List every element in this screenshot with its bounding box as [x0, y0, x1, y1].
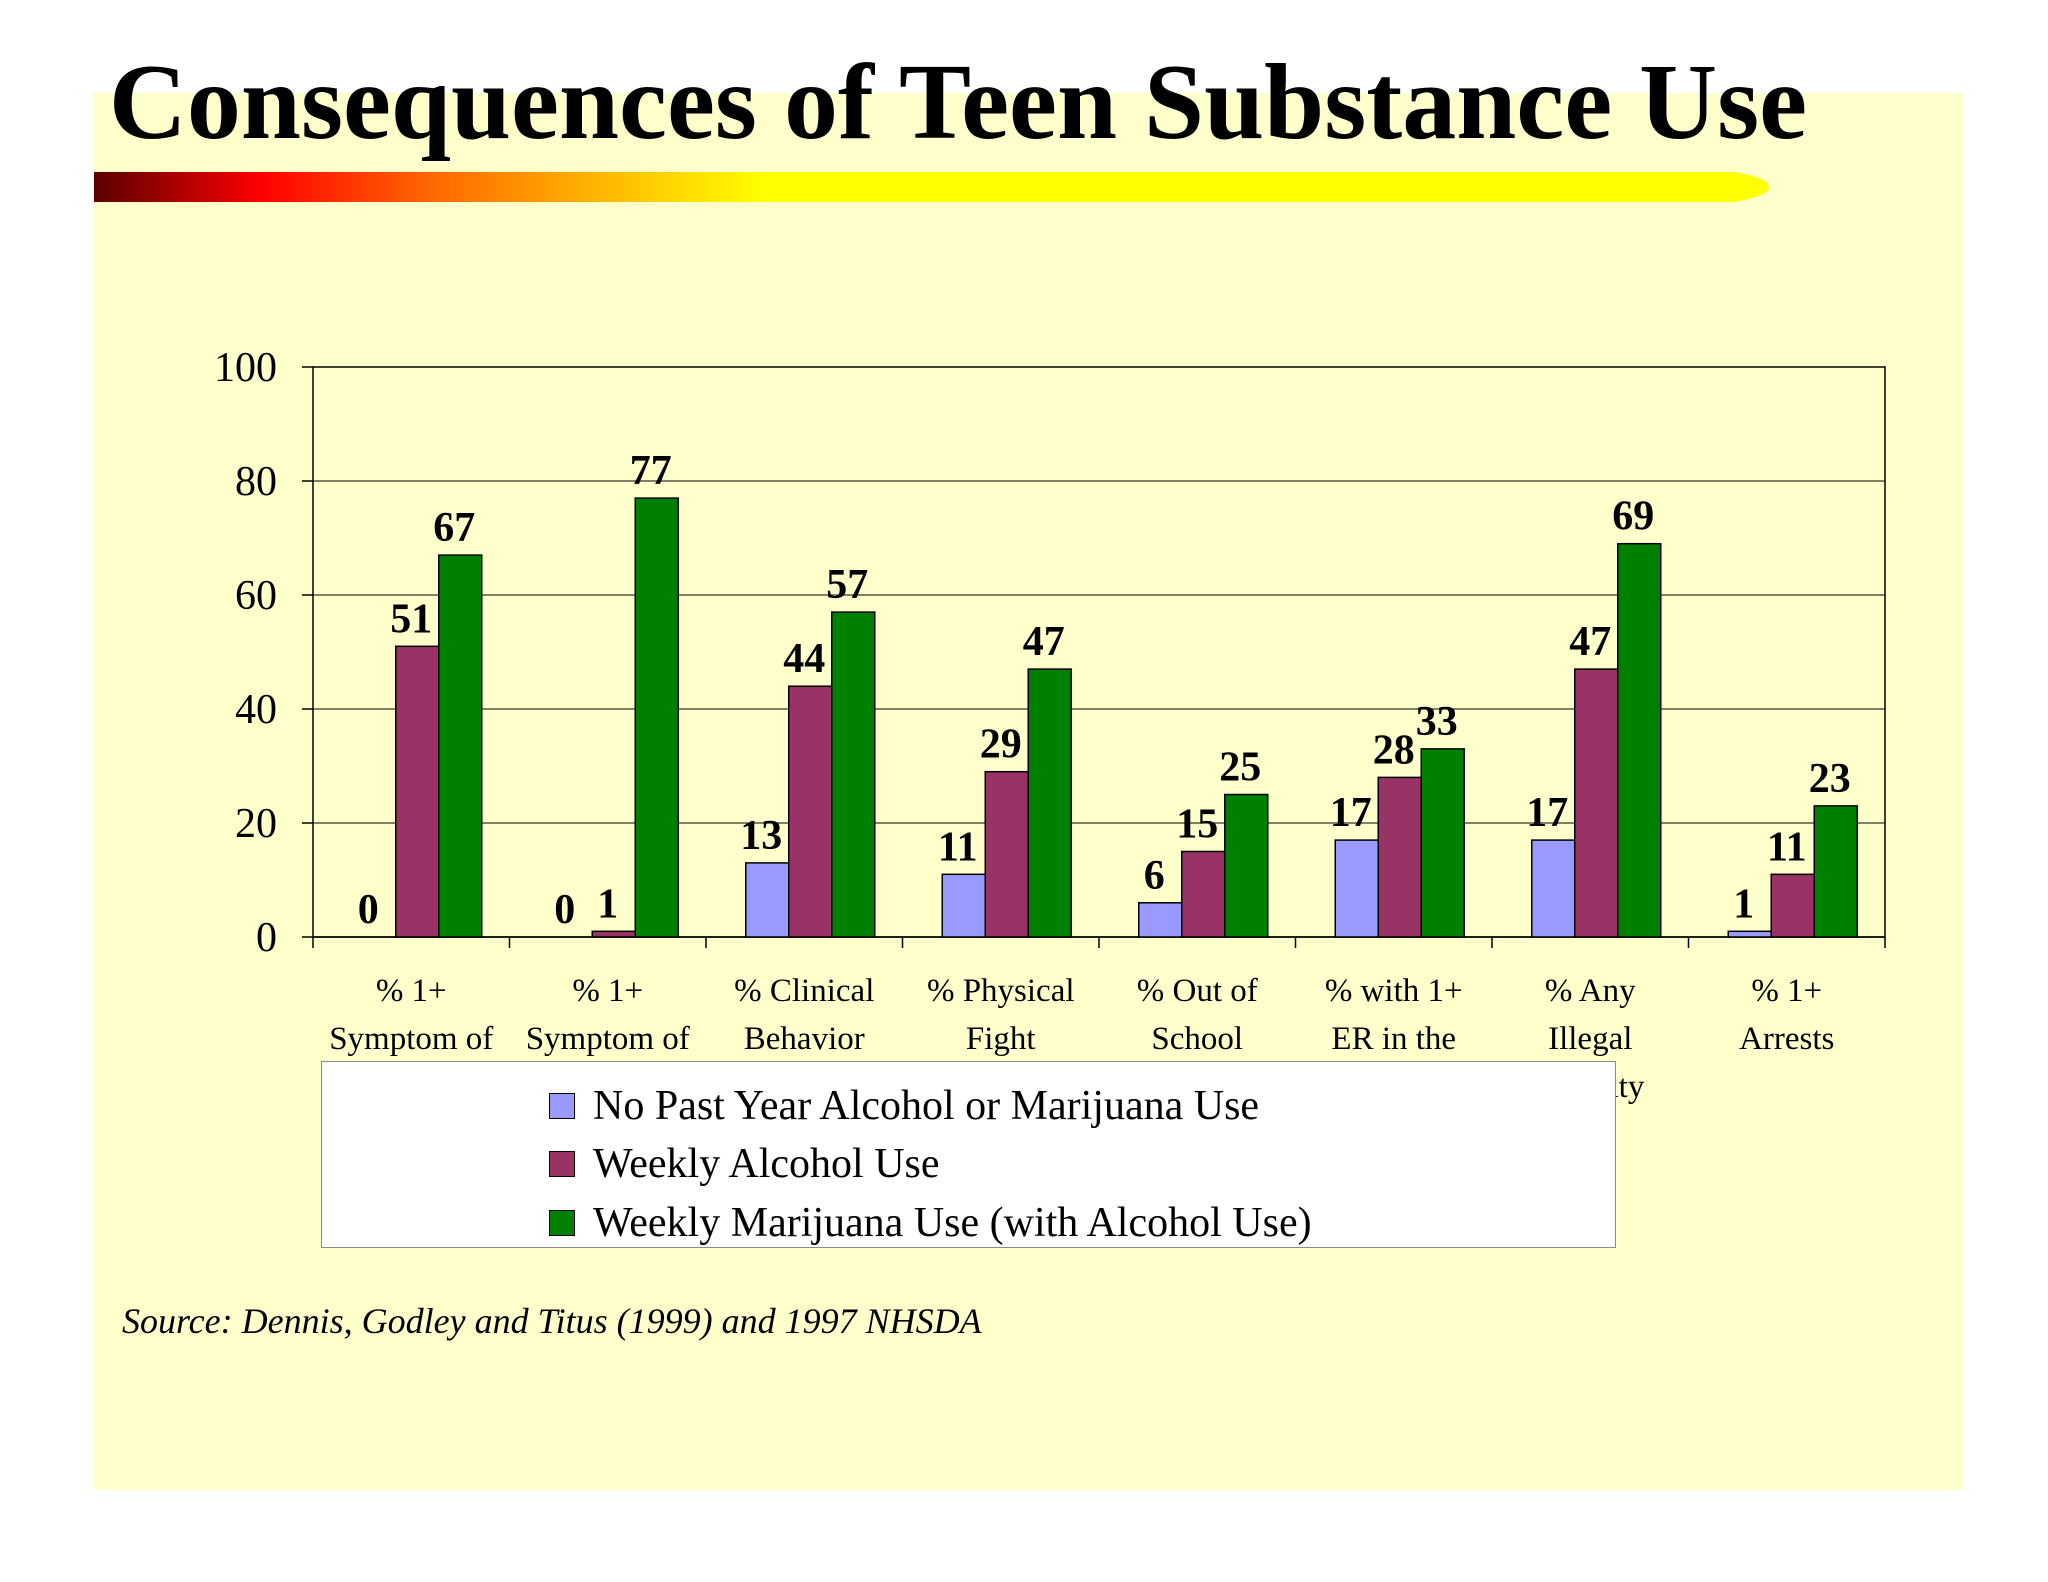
data-label-series-2: 47 — [1569, 619, 1611, 665]
data-label-series-3: 57 — [826, 562, 868, 608]
bar-series-2 — [984, 770, 1029, 938]
bar-series-3 — [438, 554, 483, 938]
legend-swatch-series-1 — [549, 1093, 575, 1119]
data-label-series-1: 6 — [1144, 853, 1165, 899]
data-label-series-1: 17 — [1330, 790, 1372, 836]
bar-series-2 — [788, 685, 833, 938]
title-underline-bar — [94, 172, 1769, 202]
legend-item-series-1: No Past Year Alcohol or Marijuana Use — [549, 1078, 1259, 1134]
legend-swatch-series-2 — [549, 1151, 575, 1177]
chart-legend: No Past Year Alcohol or Marijuana Use We… — [321, 1061, 1616, 1248]
legend-item-series-2: Weekly Alcohol Use — [549, 1136, 940, 1192]
x-category-label-line: % 1+ — [572, 973, 644, 1009]
bar-series-3 — [1224, 793, 1269, 938]
x-category-label-line: Symptom of — [525, 1021, 690, 1057]
data-label-series-1: 13 — [740, 813, 782, 859]
x-category-label-line: Fight — [965, 1021, 1036, 1057]
x-category-label-line: % Out of — [1136, 973, 1258, 1009]
legend-label-series-1: No Past Year Alcohol or Marijuana Use — [593, 1083, 1260, 1129]
y-tick-label: 80 — [235, 459, 277, 505]
data-label-series-1: 11 — [938, 824, 978, 870]
y-tick-label: 60 — [235, 573, 277, 619]
x-category-label-line: % Physical — [926, 973, 1075, 1009]
y-tick-label: 40 — [235, 687, 277, 733]
data-label-series-3: 77 — [630, 448, 672, 494]
legend-swatch-series-3 — [549, 1210, 575, 1236]
legend-item-series-3: Weekly Marijuana Use (with Alcohol Use) — [549, 1195, 1312, 1251]
bar-series-3 — [1617, 542, 1662, 938]
bar-series-2 — [1181, 850, 1226, 938]
bar-series-2 — [1770, 873, 1815, 938]
x-category-label-line: % with 1+ — [1324, 973, 1463, 1009]
bar-series-2 — [591, 930, 636, 938]
data-label-series-2: 29 — [980, 722, 1022, 768]
x-category-label-line: Arrests — [1739, 1021, 1835, 1057]
x-category-label-line: % 1+ — [1751, 973, 1823, 1009]
data-label-series-3: 33 — [1416, 699, 1458, 745]
bar-series-3 — [1027, 668, 1072, 938]
x-category-label-line: % 1+ — [375, 973, 447, 1009]
bar-series-2 — [1574, 668, 1619, 938]
bar-series-3 — [1420, 748, 1465, 938]
legend-label-series-2: Weekly Alcohol Use — [593, 1141, 940, 1187]
data-label-series-3: 69 — [1612, 494, 1654, 540]
data-label-series-2: 51 — [390, 596, 432, 642]
bar-series-2 — [1377, 776, 1422, 938]
data-label-series-1: 0 — [358, 887, 379, 933]
x-category-label-line: % Clinical — [734, 973, 875, 1009]
data-label-series-2: 44 — [783, 636, 825, 682]
y-tick-label: 0 — [256, 915, 277, 961]
x-category-label: % Physical Fight — [906, 967, 1096, 1063]
data-label-series-2: 11 — [1767, 824, 1807, 870]
data-label-series-2: 28 — [1373, 727, 1415, 773]
x-category-label-line: % Any — [1544, 973, 1636, 1009]
bar-series-1 — [941, 873, 986, 938]
bar-series-1 — [1138, 902, 1183, 938]
page-title: Consequences of Teen Substance Use — [108, 43, 1808, 162]
bar-series-1 — [745, 862, 790, 938]
source-citation: Source: Dennis, Godley and Titus (1999) … — [122, 1301, 982, 1341]
data-label-series-2: 15 — [1176, 802, 1218, 848]
data-label-series-1: 1 — [1733, 881, 1754, 927]
bar-series-1 — [1334, 839, 1379, 938]
legend-label-series-3: Weekly Marijuana Use (with Alcohol Use) — [593, 1200, 1312, 1246]
y-tick-label: 100 — [214, 345, 277, 391]
x-category-label-line: Symptom of — [329, 1021, 494, 1057]
bar-series-1 — [1531, 839, 1576, 938]
data-label-series-1: 17 — [1526, 790, 1568, 836]
x-category-label-line: Illegal — [1548, 1021, 1633, 1057]
bar-series-3 — [1813, 805, 1858, 938]
x-category-label-line: School — [1151, 1021, 1244, 1057]
bar-series-3 — [634, 497, 679, 938]
bar-series-1 — [1727, 930, 1772, 938]
x-category-label: % 1+ Arrests — [1692, 967, 1882, 1063]
data-label-series-2: 1 — [597, 881, 618, 927]
x-category-label-line: ER in the — [1331, 1021, 1457, 1057]
bar-series-3 — [831, 611, 876, 938]
bar-series-2 — [395, 645, 440, 938]
data-label-series-3: 47 — [1023, 619, 1065, 665]
data-label-series-3: 67 — [433, 505, 475, 551]
data-label-series-3: 25 — [1219, 745, 1261, 791]
x-category-label-line: Behavior — [743, 1021, 865, 1057]
x-category-label: % Out of School — [1102, 967, 1292, 1063]
data-label-series-1: 0 — [554, 887, 575, 933]
y-tick-label: 20 — [235, 801, 277, 847]
data-label-series-3: 23 — [1809, 756, 1851, 802]
